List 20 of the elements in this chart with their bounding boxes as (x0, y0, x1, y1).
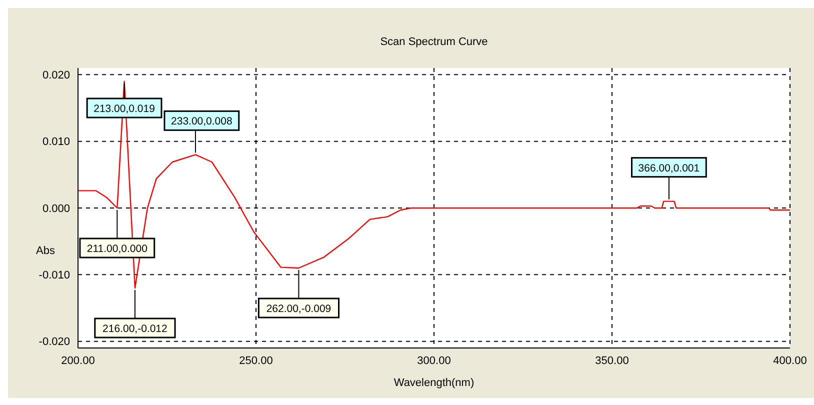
x-tick-label: 350.00 (595, 354, 629, 367)
y-tick-label: -0.020 (38, 336, 70, 348)
annotation: 216.00,-0.012 (102, 323, 168, 335)
annotation: 233.00,0.008 (171, 116, 232, 128)
y-tick-label: 0.020 (42, 70, 70, 82)
y-tick-label: 0.010 (42, 136, 70, 148)
chart-title: Scan Spectrum Curve (380, 36, 488, 48)
annotation: 211.00,0.000 (86, 243, 148, 255)
x-tick-label: 200.00 (61, 354, 95, 367)
x-axis-title: Wavelength(nm) (394, 377, 474, 389)
x-tick-label: 300.00 (417, 354, 451, 367)
x-tick-label: 400.00 (773, 354, 807, 367)
x-tick-label: 250.00 (239, 354, 273, 367)
y-axis-title: Abs (36, 245, 56, 257)
line-series (78, 80, 790, 289)
annotation: 213.00,0.019 (94, 103, 156, 115)
y-tick-label: -0.010 (38, 270, 70, 282)
annotation: 262.00,-0.009 (266, 303, 332, 315)
y-tick-label: 0.000 (42, 202, 70, 215)
annotation: 366.00,0.001 (638, 162, 700, 174)
